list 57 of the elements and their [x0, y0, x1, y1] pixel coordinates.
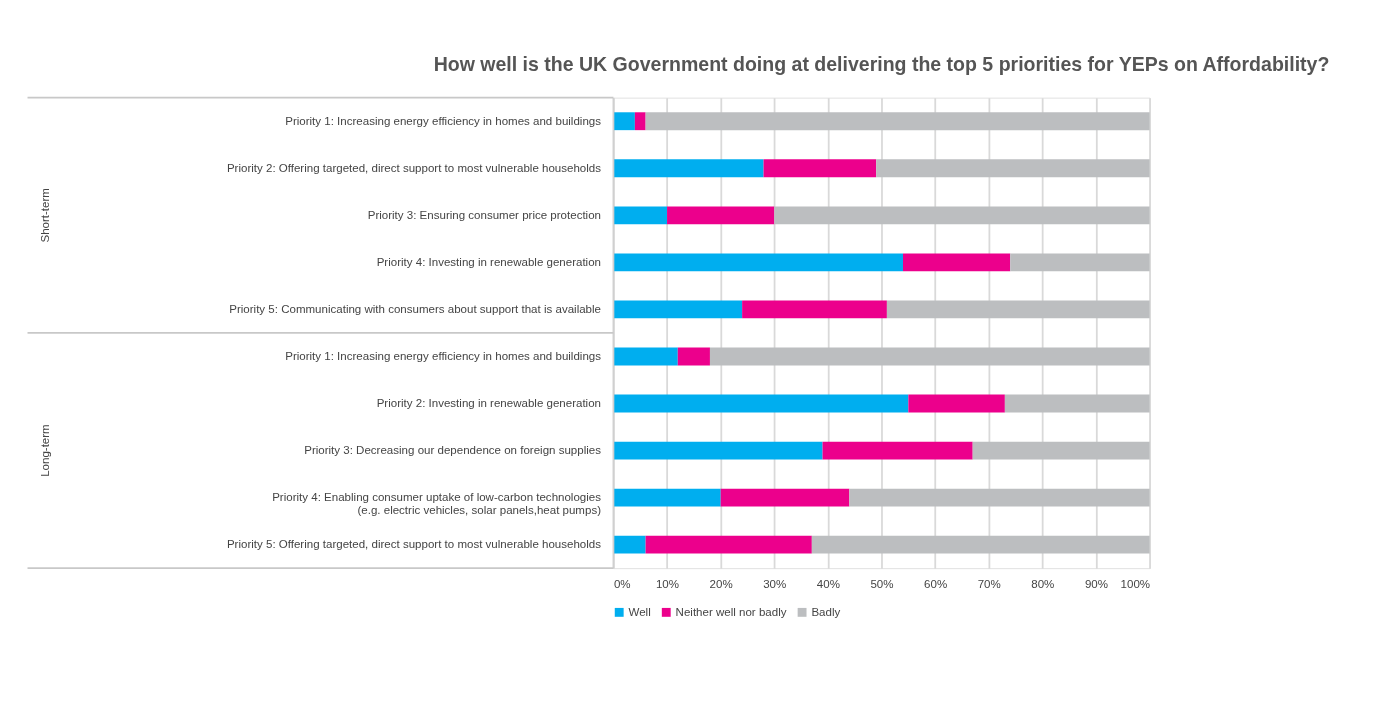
bar: [1004, 394, 1150, 413]
bar: [822, 441, 973, 460]
bar: [1010, 253, 1150, 272]
x-tick-label: 90%: [1084, 578, 1109, 591]
bar: [709, 347, 1150, 366]
bar: [876, 159, 1150, 178]
y-tick-label: Priority 5: Offering targeted, direct support to most vulnerable households: [226, 538, 602, 551]
bar: [811, 535, 1150, 554]
y-tick-label: Priority 2: Investing in renewable generation: [376, 397, 602, 410]
bar: [613, 394, 909, 413]
bar: [613, 535, 646, 554]
bar: [902, 253, 1011, 272]
y-tick-label: Priority 4: Investing in renewable generation: [376, 255, 602, 268]
x-tick-label: 40%: [816, 578, 840, 591]
x-tick-label: 60%: [924, 578, 948, 591]
y-tick-label: Priority 3: Ensuring consumer price protection: [367, 208, 602, 221]
bar: [720, 488, 850, 507]
x-tick-label: 30%: [763, 578, 787, 591]
bar: [677, 347, 710, 366]
bar: [613, 300, 743, 319]
y-tick-label: Priority 3: Decreasing our dependence on foreign supplies: [304, 444, 602, 457]
bar: [908, 394, 1005, 413]
x-tick-label: 0%: [613, 578, 631, 591]
bar: [763, 159, 877, 178]
bar: [774, 206, 1150, 225]
bar: [645, 112, 1150, 131]
bar: [613, 159, 764, 178]
x-tick-label: 70%: [977, 578, 1001, 591]
legend-label: Badly: [811, 605, 841, 618]
bar: [613, 347, 678, 366]
bar: [634, 112, 646, 131]
bar: [613, 441, 823, 460]
y-tick-label: Priority 4: Enabling consumer uptake of low-carbon technologies (e.g. electric vehicles, solar panels,heat pumps): [272, 491, 602, 517]
bar: [849, 488, 1150, 507]
y-tick-label: Priority 1: Increasing energy efficiency in homes and buildings: [285, 114, 602, 127]
x-tick-label: 50%: [870, 578, 894, 591]
x-tick-label: 10%: [655, 578, 680, 591]
x-tick-label: 80%: [1031, 578, 1055, 591]
text: Short-term: [38, 188, 51, 243]
y-tick-label: Priority 2: Offering targeted, direct support to most vulnerable households: [226, 161, 602, 174]
bar: [886, 300, 1150, 319]
bar: [613, 206, 668, 225]
bar: [645, 535, 812, 554]
bar: [613, 488, 721, 507]
bar: [613, 253, 903, 272]
bar: [667, 206, 775, 225]
bar: [972, 441, 1150, 460]
bar: [613, 112, 635, 131]
bar: [742, 300, 887, 319]
legend-label: Neither well nor badly: [675, 605, 787, 618]
text: Long-term: [38, 424, 51, 477]
y-tick-label: Priority 5: Communicating with consumers about support that is available: [229, 302, 602, 315]
x-tick-label: 20%: [709, 578, 733, 591]
y-tick-label: Priority 1: Increasing energy efficiency in homes and buildings: [285, 350, 602, 363]
chart-title: How well is the UK Government doing at delivering the top 5 priorities for YEPs on Affordability?: [433, 53, 1330, 76]
legend-label: Well: [628, 605, 651, 618]
x-tick-label: 100%: [1120, 578, 1151, 591]
